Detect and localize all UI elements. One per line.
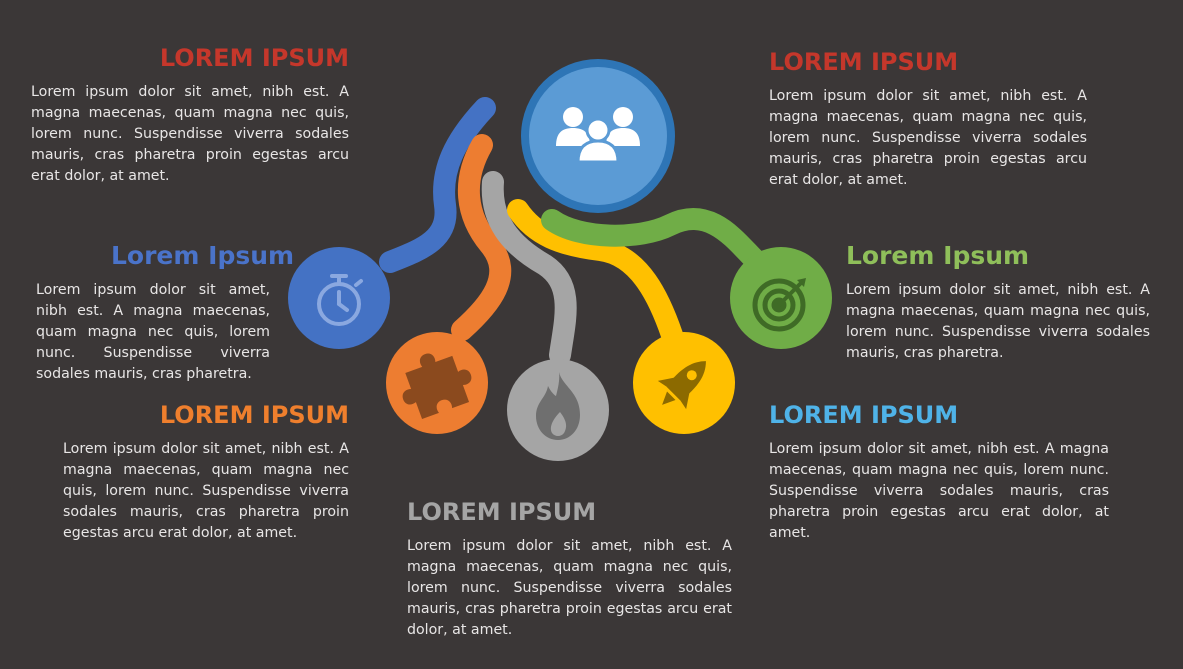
mid-right-block: Lorem Ipsum Lorem ipsum dolor sit amet, … bbox=[846, 242, 1150, 364]
bottom-right-block: LOREM IPSUM Lorem ipsum dolor sit amet, … bbox=[769, 401, 1109, 544]
bottom-center-title: LOREM IPSUM bbox=[407, 498, 597, 526]
top-left-block: LOREM IPSUM Lorem ipsum dolor sit amet, … bbox=[31, 44, 349, 187]
bottom-left-title: LOREM IPSUM bbox=[159, 401, 349, 429]
bottom-center-text: Lorem ipsum dolor sit amet, nibh est. A … bbox=[407, 538, 732, 638]
mid-left-title: Lorem Ipsum bbox=[111, 241, 295, 270]
mid-right-title: Lorem Ipsum bbox=[846, 241, 1030, 270]
bottom-right-title: LOREM IPSUM bbox=[769, 401, 959, 429]
team-people-icon bbox=[556, 107, 640, 164]
target-icon bbox=[752, 278, 806, 332]
bottom-right-text: Lorem ipsum dolor sit amet, nibh est. A … bbox=[769, 441, 1109, 541]
yellow-branch bbox=[507, 199, 683, 346]
top-left-title: LOREM IPSUM bbox=[159, 44, 349, 72]
top-right-block: LOREM IPSUM Lorem ipsum dolor sit amet, … bbox=[769, 48, 1087, 191]
puzzle-piece-icon bbox=[402, 353, 472, 420]
top-right-title: LOREM IPSUM bbox=[769, 48, 959, 76]
green-branch bbox=[541, 208, 766, 271]
orange-branch bbox=[451, 134, 512, 341]
flame-icon bbox=[536, 372, 580, 440]
mid-right-text: Lorem ipsum dolor sit amet, nibh est. A … bbox=[846, 282, 1150, 361]
rocket-icon bbox=[657, 361, 706, 410]
stopwatch-icon bbox=[317, 274, 363, 326]
top-left-text: Lorem ipsum dolor sit amet, nibh est. A … bbox=[31, 84, 349, 184]
gray-branch bbox=[481, 171, 577, 366]
bottom-left-text: Lorem ipsum dolor sit amet, nibh est. A … bbox=[63, 441, 349, 541]
bottom-center-block: LOREM IPSUM Lorem ipsum dolor sit amet, … bbox=[407, 498, 732, 641]
top-right-text: Lorem ipsum dolor sit amet, nibh est. A … bbox=[769, 88, 1087, 188]
mid-left-text: Lorem ipsum dolor sit amet, nibh est. A … bbox=[36, 282, 270, 382]
bottom-left-block: LOREM IPSUM Lorem ipsum dolor sit amet, … bbox=[63, 401, 349, 544]
mid-left-block: Lorem Ipsum Lorem ipsum dolor sit amet, … bbox=[36, 241, 295, 385]
blue-branch bbox=[379, 97, 496, 273]
